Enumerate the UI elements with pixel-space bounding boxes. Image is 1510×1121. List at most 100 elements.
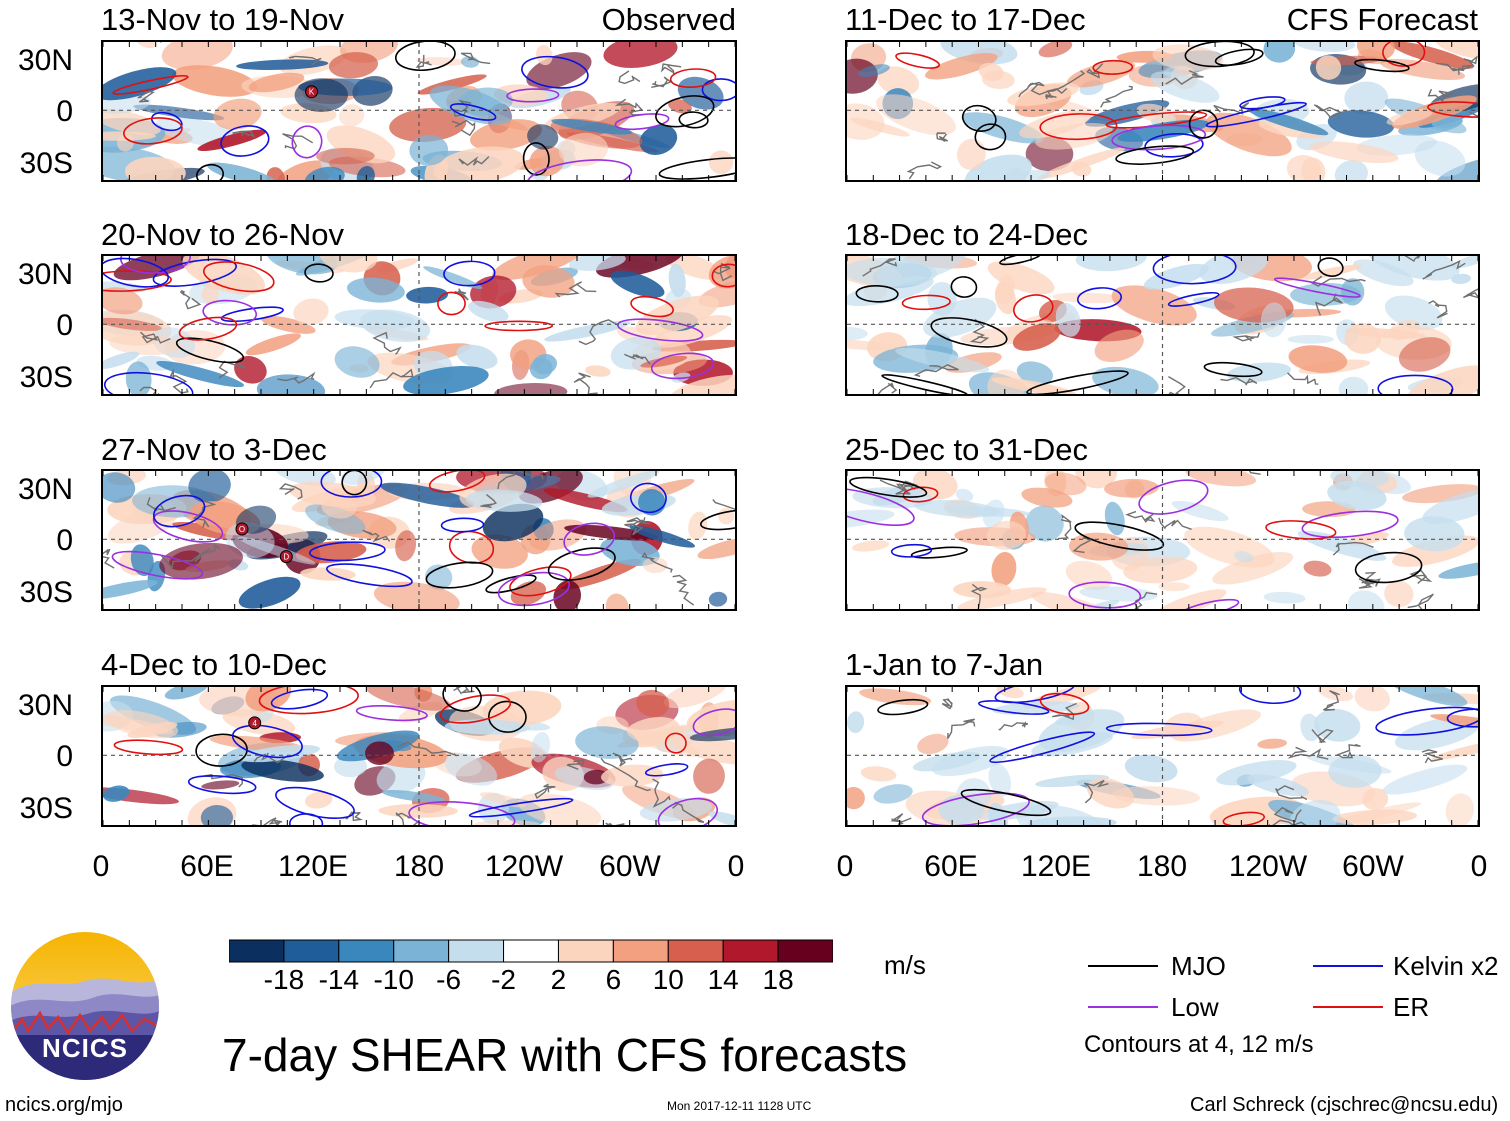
wave-contour [1238, 687, 1302, 705]
colorbar-tick-label: 14 [707, 964, 739, 995]
wave-contour [113, 739, 184, 756]
wave-contour [692, 708, 735, 737]
shear-anomaly-patch [1289, 800, 1341, 825]
shear-anomaly-patch [847, 509, 895, 529]
shear-anomaly-patch [113, 256, 201, 281]
coastline [713, 262, 733, 282]
wave-contour [291, 125, 323, 159]
shear-anomaly-patch [1436, 155, 1478, 180]
shear-anomaly-patch [558, 133, 609, 167]
colorbar [228, 939, 834, 963]
wave-contour [1382, 42, 1426, 67]
shear-anomaly-patch [1288, 345, 1348, 373]
map-obs-3-field: OD [103, 471, 735, 609]
colorbar-swatch [228, 939, 285, 963]
shear-anomaly-patch [651, 315, 732, 348]
coastline [140, 331, 171, 344]
shear-anomaly-patch [107, 508, 177, 544]
shear-anomaly-patch [1384, 295, 1443, 331]
wave-contour [1111, 124, 1207, 151]
shear-anomaly-patch [1347, 531, 1389, 546]
wave-contour [1222, 811, 1266, 825]
wave-contour [1013, 294, 1054, 323]
shear-anomaly-patch [1293, 42, 1356, 52]
wave-contour [1375, 706, 1478, 736]
wave-contour [1205, 101, 1307, 128]
colorbar-swatch [777, 939, 834, 963]
shear-anomaly-patch [1055, 710, 1094, 726]
map-obs-4: 4 [101, 685, 737, 827]
shear-anomaly-patch [395, 530, 417, 562]
storm-marker-label: 4 [252, 719, 257, 728]
wave-contour [1273, 277, 1361, 298]
wave-contour [1074, 521, 1165, 551]
legend-kelvin-label: Kelvin x2 [1393, 951, 1499, 981]
map-obs-2-field [103, 256, 735, 394]
panel-title-obs-4: 4-Dec to 10-Dec [101, 647, 327, 682]
coastline [1220, 376, 1258, 386]
coastline [1407, 593, 1434, 609]
wave-contour [152, 258, 237, 287]
shear-anomaly-patch [663, 687, 728, 709]
shear-anomaly-patch [316, 147, 375, 165]
wave-contour [1354, 551, 1423, 584]
footer-url[interactable]: ncics.org/mjo [5, 1094, 123, 1116]
coastline [862, 258, 898, 277]
shear-anomaly-patch [858, 64, 890, 77]
shear-anomaly-patch [1025, 505, 1064, 542]
wave-contour [304, 263, 334, 283]
shear-anomaly-patch [494, 383, 568, 394]
shear-anomaly-patch [1314, 708, 1361, 742]
shear-anomaly-patch [1445, 793, 1474, 825]
shear-anomaly-patch [877, 66, 920, 96]
coastline [362, 529, 391, 543]
colorbar-tick-label: 10 [652, 964, 684, 995]
shear-anomaly-patch [1386, 108, 1433, 126]
shear-anomaly-patch [275, 160, 334, 180]
wave-contour [428, 471, 486, 493]
wave-contour [1068, 581, 1142, 609]
shear-anomaly-patch [406, 286, 449, 304]
shear-anomaly-patch [237, 536, 316, 565]
shear-anomaly-patch [1092, 366, 1159, 394]
map-fcst-4-field [847, 687, 1478, 825]
wave-contour [658, 157, 735, 180]
shear-anomaly-patch [293, 298, 329, 326]
coastline [534, 783, 556, 800]
shear-anomaly-patch [182, 256, 265, 295]
shear-anomaly-patch [1344, 81, 1389, 115]
coastline [1460, 55, 1478, 71]
colorbar-swatches [228, 939, 834, 963]
shear-anomaly-patch [1388, 319, 1420, 341]
wave-contour [123, 117, 183, 145]
shear-anomaly-patch [1332, 809, 1418, 825]
shear-anomaly-patch [1356, 42, 1395, 61]
shear-anomaly-patch [381, 790, 446, 803]
shear-anomaly-patch [103, 580, 158, 600]
shear-anomaly-patch [914, 499, 1000, 518]
coastline [1427, 88, 1453, 103]
legend-low-line [1088, 1006, 1158, 1008]
shear-anomaly-patch [1075, 256, 1147, 272]
wave-contour [468, 797, 574, 818]
wave-contour [309, 541, 386, 562]
shear-anomaly-patch [1303, 560, 1332, 577]
wave-contour [175, 337, 245, 364]
wave-contour [1026, 370, 1129, 394]
y-tick-label: 30S [19, 576, 73, 609]
coastline [179, 289, 202, 310]
wave-contour [1317, 257, 1344, 277]
shear-anomaly-patch [955, 488, 974, 502]
shear-anomaly-patch [1123, 556, 1198, 584]
shear-anomaly-patch [596, 256, 685, 278]
coastline [624, 520, 651, 536]
x-tick-label: 60E [924, 850, 978, 883]
wave-contour [153, 494, 206, 528]
coastline [1057, 513, 1072, 540]
legend-mjo-line [1088, 965, 1158, 967]
shear-anomaly-patch [583, 769, 609, 785]
shear-anomaly-patch [629, 525, 695, 548]
wave-contour [650, 352, 715, 380]
shear-anomaly-patch [125, 361, 152, 394]
coastline [1463, 288, 1478, 299]
